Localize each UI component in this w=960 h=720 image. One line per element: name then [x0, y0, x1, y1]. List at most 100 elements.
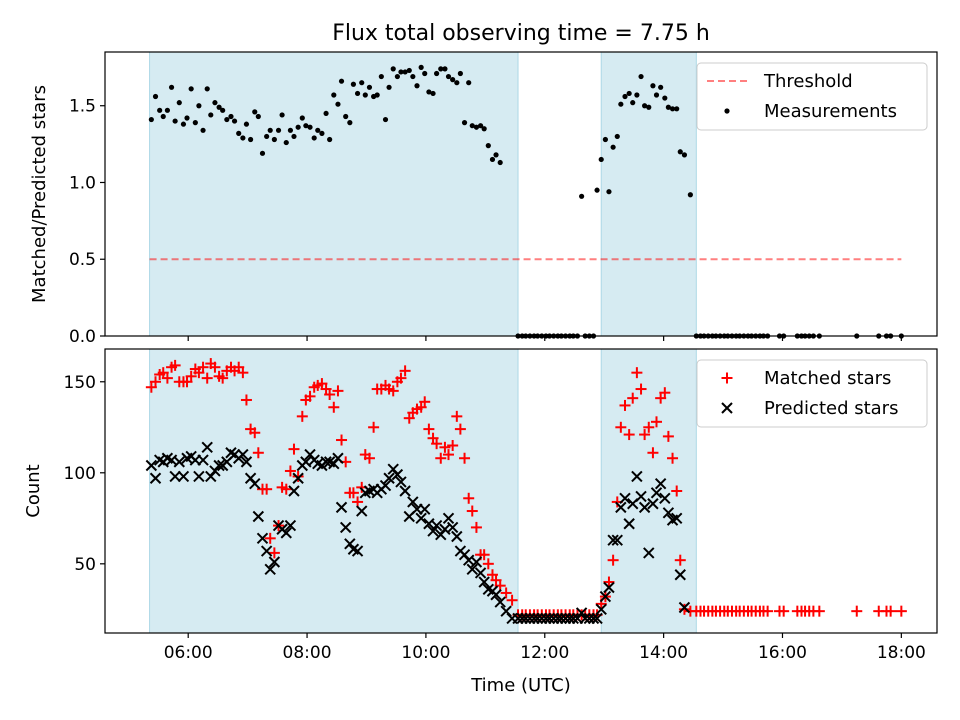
measurement-point: [406, 67, 412, 74]
measurement-point: [618, 101, 624, 107]
matched-star-point: [659, 387, 671, 399]
measurement-point: [442, 66, 448, 72]
measurement-point: [485, 143, 491, 149]
measurement-point: [148, 116, 154, 123]
matched-star-point: [762, 605, 774, 617]
predicted-star-point: [611, 534, 623, 546]
measurement-point: [319, 130, 325, 136]
predicted-star-point: [678, 601, 691, 614]
matched-star-point: [478, 549, 490, 561]
predicted-star-point: [494, 596, 506, 608]
matched-star-point: [615, 421, 627, 433]
predicted-star-point: [240, 456, 253, 468]
measurement-point: [418, 64, 424, 70]
matched-star-point: [454, 423, 466, 435]
measurement-point: [382, 116, 389, 123]
matched-star-point: [395, 372, 407, 384]
predicted-star-point: [149, 472, 162, 484]
legend-matched-label: Matched stars: [764, 368, 891, 389]
measurement-point: [212, 100, 218, 106]
predicted-star-point: [415, 512, 427, 525]
measurement-point: [291, 133, 297, 140]
measurement-point: [606, 189, 612, 195]
predicted-star-point: [237, 448, 249, 461]
measurement-point: [434, 70, 440, 77]
predicted-star-point: [575, 607, 588, 619]
matched-star-point: [678, 603, 690, 615]
measurement-point: [287, 127, 294, 133]
top-y-tick-label: 1.5: [69, 97, 96, 117]
measurement-point: [378, 73, 384, 80]
matched-star-point: [185, 370, 197, 382]
measurement-point: [188, 86, 194, 92]
matched-star-point: [169, 359, 181, 371]
measurement-point: [579, 193, 585, 199]
matched-star-point: [399, 365, 411, 377]
predicted-star-point: [442, 512, 455, 525]
matched-star-point: [506, 594, 518, 606]
measurement-point: [228, 113, 234, 120]
measurement-point: [497, 159, 503, 166]
predicted-star-point: [466, 563, 478, 575]
measurement-point: [634, 92, 640, 98]
matched-star-point: [296, 410, 308, 422]
matched-star-point: [368, 421, 380, 433]
predicted-star-point: [419, 503, 431, 515]
measurement-point: [430, 90, 436, 97]
predicted-star-point: [555, 612, 568, 625]
measurement-point: [347, 120, 353, 126]
bottom-x-tick-label: 06:00: [164, 643, 213, 663]
measurement-point: [450, 77, 456, 83]
predicted-star-point: [252, 510, 265, 523]
measurement-point: [271, 136, 277, 143]
measurement-point: [283, 139, 289, 146]
matched-star-point: [500, 587, 512, 599]
matched-star-point: [161, 372, 173, 384]
measurement-point: [374, 92, 380, 98]
measurement-point: [598, 156, 604, 163]
predicted-star-point: [674, 569, 686, 581]
bottom-x-ticks: 06:00 08:00 10:00 12:00 14:00 16:00 18:00: [164, 633, 926, 663]
matched-star-point: [252, 447, 264, 459]
measurement-point: [638, 73, 644, 80]
legend-measurements-label: Measurements: [764, 101, 897, 122]
matched-star-point: [623, 429, 635, 441]
predicted-star-point: [427, 525, 439, 537]
measurement-point: [454, 80, 460, 86]
measurement-point: [216, 104, 222, 110]
predicted-star-point: [300, 456, 312, 468]
matched-star-point: [447, 439, 459, 451]
measurement-point: [343, 113, 349, 120]
measurement-point: [323, 110, 329, 117]
measurement-point: [315, 127, 321, 133]
matched-star-point: [851, 605, 863, 617]
matched-star-point: [442, 449, 454, 461]
chart-title: Flux total observing time = 7.75 h: [332, 21, 710, 46]
top-y-tick-label: 0.5: [69, 250, 96, 270]
matched-star-point: [463, 492, 475, 504]
matched-star-point: [631, 367, 643, 379]
predicted-star-point: [619, 492, 631, 504]
measurement-point: [477, 123, 484, 129]
measurement-point: [653, 92, 660, 98]
measurement-point: [157, 107, 163, 113]
predicted-star-point: [470, 556, 483, 568]
matched-star-point: [451, 410, 463, 422]
predicted-star-point: [615, 501, 627, 514]
predicted-star-point: [399, 485, 411, 497]
measurement-point: [350, 81, 357, 87]
predicted-star-point: [335, 501, 348, 514]
top-y-ticks: 0.0 0.5 1.0 1.5: [69, 97, 105, 347]
predicted-star-point: [631, 470, 643, 483]
predicted-star-point: [339, 521, 352, 534]
matched-star-point: [209, 361, 221, 373]
measurement-point: [172, 118, 178, 124]
matched-star-point: [607, 554, 619, 566]
matched-star-point: [466, 505, 478, 517]
predicted-star-point: [256, 532, 269, 545]
measurement-point: [354, 90, 361, 97]
predicted-star-point: [430, 519, 443, 532]
measurement-point: [311, 135, 317, 141]
measurement-point: [662, 95, 668, 101]
measurement-point: [264, 133, 270, 140]
